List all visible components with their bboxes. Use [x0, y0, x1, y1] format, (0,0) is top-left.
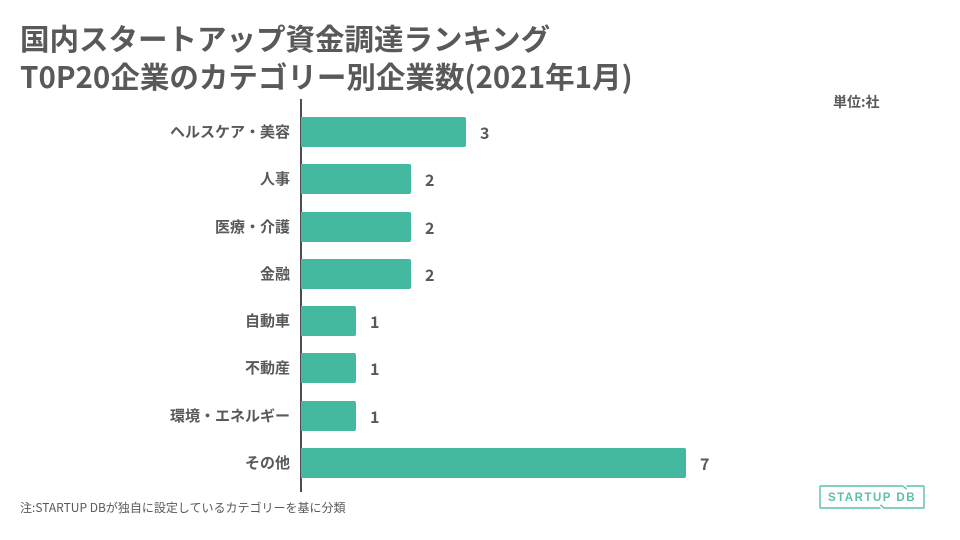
svg-text:STARTUP DB: STARTUP DB	[828, 492, 916, 504]
